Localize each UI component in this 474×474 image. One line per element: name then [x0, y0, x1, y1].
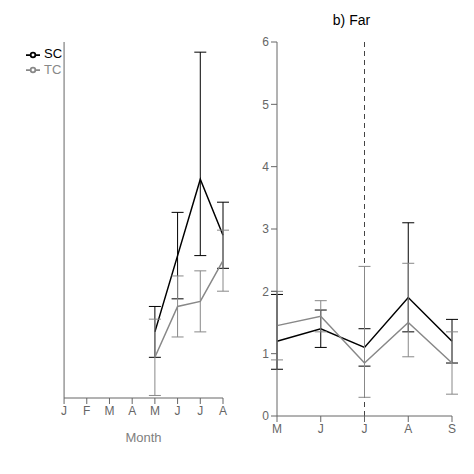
svg-text:5: 5	[262, 98, 269, 112]
svg-text:3: 3	[262, 222, 269, 236]
svg-text:J: J	[61, 404, 67, 418]
svg-text:M: M	[272, 422, 282, 436]
html-text:b) Far: b) Far	[332, 12, 371, 28]
svg-text:J: J	[175, 404, 181, 418]
svg-text:J: J	[362, 422, 368, 436]
svg-text:A: A	[219, 404, 227, 418]
html-text:SC: SC	[44, 46, 63, 61]
html-text:TC: TC	[44, 61, 62, 77]
svg-text:4: 4	[262, 160, 269, 174]
svg-text:A: A	[128, 404, 136, 418]
svg-text:Month: Month	[125, 430, 161, 445]
svg-text:A: A	[404, 422, 412, 436]
svg-text:F: F	[83, 404, 90, 418]
svg-text:M: M	[104, 404, 114, 418]
svg-text:J: J	[197, 404, 203, 418]
svg-text:0: 0	[262, 409, 269, 423]
svg-text:M: M	[150, 404, 160, 418]
svg-text:J: J	[318, 422, 324, 436]
svg-text:6: 6	[262, 35, 269, 49]
svg-text:S: S	[448, 422, 456, 436]
svg-text:1: 1	[262, 347, 269, 361]
svg-text:2: 2	[262, 285, 269, 299]
